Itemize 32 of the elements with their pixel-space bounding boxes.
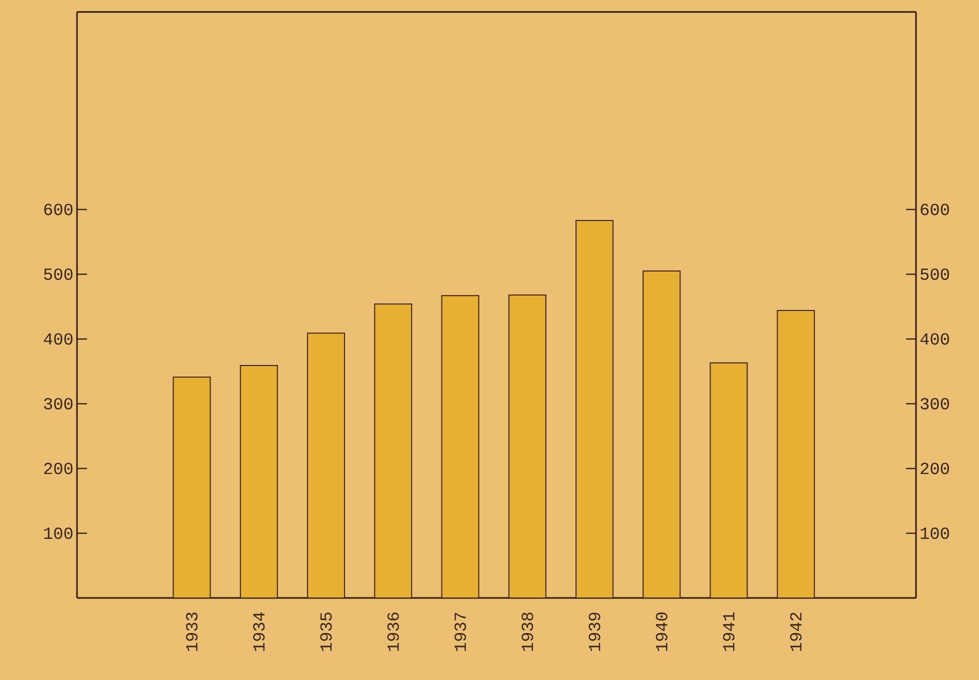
x-tick-label: 1941	[723, 612, 734, 651]
y2-tick-label: 500	[920, 268, 949, 280]
y-tick-label: 400	[44, 333, 72, 345]
bar	[307, 332, 346, 598]
y-tick-label: 300	[44, 398, 72, 410]
x-tick-label: 1939	[588, 612, 600, 651]
x-tick-label: 1938	[522, 612, 534, 651]
y2-tick-label: 300	[920, 398, 949, 410]
x-tick-label: 1935	[320, 612, 332, 651]
x-tick-label: 1936	[387, 612, 399, 651]
y-tick-label: 500	[44, 268, 72, 280]
y-tick-label: 200	[44, 462, 72, 474]
bar	[172, 376, 211, 598]
x-tick-label: 1937	[454, 612, 466, 651]
y2-tick-label: 600	[920, 204, 949, 216]
bar	[441, 295, 480, 598]
bar	[576, 220, 614, 598]
bar	[240, 365, 278, 598]
x-tick-label: 1940	[656, 612, 668, 651]
x-tick-label: 1933	[186, 612, 198, 651]
bar	[374, 304, 412, 598]
bar	[508, 294, 546, 598]
bar	[776, 310, 815, 598]
y2-tick-label: 200	[920, 462, 949, 474]
x-tick-label: 1942	[790, 612, 802, 651]
bar	[642, 270, 681, 598]
y-tick-label: 100	[44, 527, 72, 539]
bar	[710, 362, 748, 598]
y2-tick-label: 100	[920, 527, 949, 539]
x-tick-label: 1934	[253, 612, 265, 651]
y2-tick-label: 400	[920, 333, 949, 345]
y-tick-label: 600	[44, 204, 72, 216]
